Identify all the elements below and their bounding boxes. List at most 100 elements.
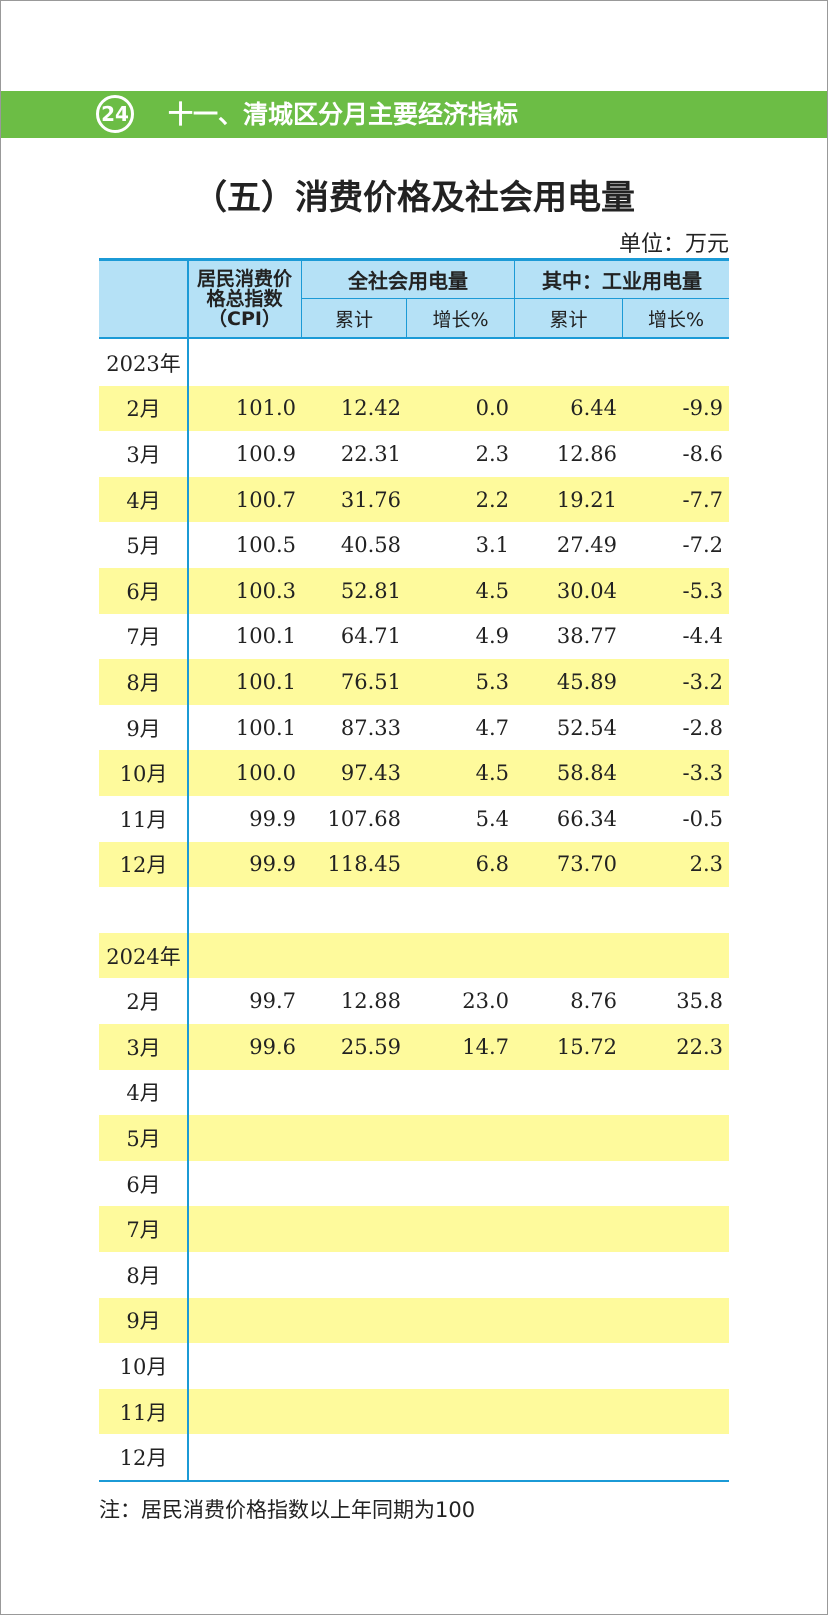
value-cell: -0.5 [682,806,724,831]
row-highlight [99,1297,729,1344]
value-cell: 87.33 [340,715,401,740]
value-cell: -3.3 [682,761,724,786]
month-label: 8月 [126,1263,161,1288]
value-cell: 45.89 [556,669,617,694]
unit-label: 单位：万元 [618,232,729,257]
value-cell: 2.3 [689,852,723,877]
value-cell: 4.7 [475,715,509,740]
row-highlight [99,476,729,523]
value-cell: 100.5 [235,533,296,558]
value-cell: 97.43 [340,761,401,786]
value-cell: 40.58 [340,533,401,558]
value-cell: 3.1 [475,533,509,558]
value-cell: 27.49 [556,533,617,558]
month-label: 4月 [126,1081,161,1106]
value-cell: 100.3 [235,578,296,603]
value-cell: 35.8 [676,989,723,1014]
month-label: 10月 [119,762,168,787]
value-cell: 12.42 [340,396,401,421]
value-cell: 58.84 [556,761,617,786]
year-label: 2024年 [106,944,181,969]
value-cell: 0.0 [475,396,509,421]
row-highlight [99,1115,729,1161]
value-cell: 4.9 [475,624,509,649]
row-highlight [99,568,729,614]
page-number: 24 [96,95,134,133]
month-label: 12月 [119,853,168,878]
value-cell: 6.8 [475,852,509,877]
month-label: 10月 [119,1354,168,1379]
value-cell: 4.5 [475,578,509,603]
value-cell: -2.8 [682,715,724,740]
year-label: 2023年 [106,351,181,376]
header-subcell: 增长% [647,309,705,331]
header-bottom-line [99,337,729,339]
value-cell: 64.71 [340,624,401,649]
value-cell: -9.9 [682,396,724,421]
month-label: 2月 [126,397,161,422]
month-label: 11月 [119,807,168,832]
value-cell: -3.2 [682,669,724,694]
row-highlight [99,932,729,979]
month-label: 5月 [126,534,161,559]
value-cell: 99.9 [249,852,296,877]
value-cell: 31.76 [340,487,401,512]
value-cell: 23.0 [462,989,509,1014]
value-cell: 52.81 [340,578,401,603]
value-cell: 14.7 [462,1034,509,1059]
month-label: 12月 [119,1446,168,1471]
value-cell: -7.7 [682,487,724,512]
value-cell: 100.7 [235,487,296,512]
value-cell: 66.34 [556,806,617,831]
row-highlight [99,841,729,888]
month-label: 8月 [126,670,161,695]
value-cell: 118.45 [327,852,401,877]
header-cell: 全社会用电量 [302,260,515,299]
value-cell: 8.76 [570,989,617,1014]
month-label: 9月 [126,1309,161,1334]
label-divider [187,260,189,1480]
value-cell: 2.2 [475,487,509,512]
value-cell: 22.3 [676,1034,723,1059]
header-top-line [99,258,729,261]
value-cell: 30.04 [556,578,617,603]
value-cell: 100.1 [235,624,296,649]
footnote: 注：居民消费价格指数以上年同期为100 [99,1498,476,1522]
value-cell: 100.9 [235,441,296,466]
value-cell: 2.3 [475,441,509,466]
header-bg [99,260,729,338]
value-cell: 6.44 [570,396,617,421]
value-cell: 100.1 [235,669,296,694]
table-bottom-line [99,1480,729,1482]
value-cell: 101.0 [235,396,296,421]
value-cell: 12.88 [340,989,401,1014]
value-cell: -4.4 [682,624,724,649]
table-title: （五）消费价格及社会用电量 [193,178,635,218]
month-label: 7月 [126,1218,161,1243]
row-highlight [99,1024,729,1070]
value-cell: 38.77 [556,624,617,649]
value-cell: 22.31 [340,441,401,466]
month-label: 6月 [126,579,161,604]
value-cell: 19.21 [556,487,617,512]
month-label: 2月 [126,990,161,1015]
value-cell: 76.51 [340,669,401,694]
value-cell: 5.3 [475,669,509,694]
month-label: 6月 [126,1172,161,1197]
value-cell: -7.2 [682,533,724,558]
value-cell: 100.1 [235,715,296,740]
month-label: 4月 [126,488,161,513]
value-cell: 99.7 [249,989,296,1014]
value-cell: 107.68 [327,806,401,831]
row-highlight [99,750,729,796]
row-highlight [99,1388,729,1435]
row-highlight [99,385,729,432]
month-label: 3月 [126,442,161,467]
value-cell: 99.6 [249,1034,296,1059]
month-label: 11月 [119,1400,168,1425]
value-cell: 15.72 [556,1034,617,1059]
row-highlight [99,659,729,705]
value-cell: 100.0 [235,761,296,786]
row-highlight [99,1206,729,1252]
